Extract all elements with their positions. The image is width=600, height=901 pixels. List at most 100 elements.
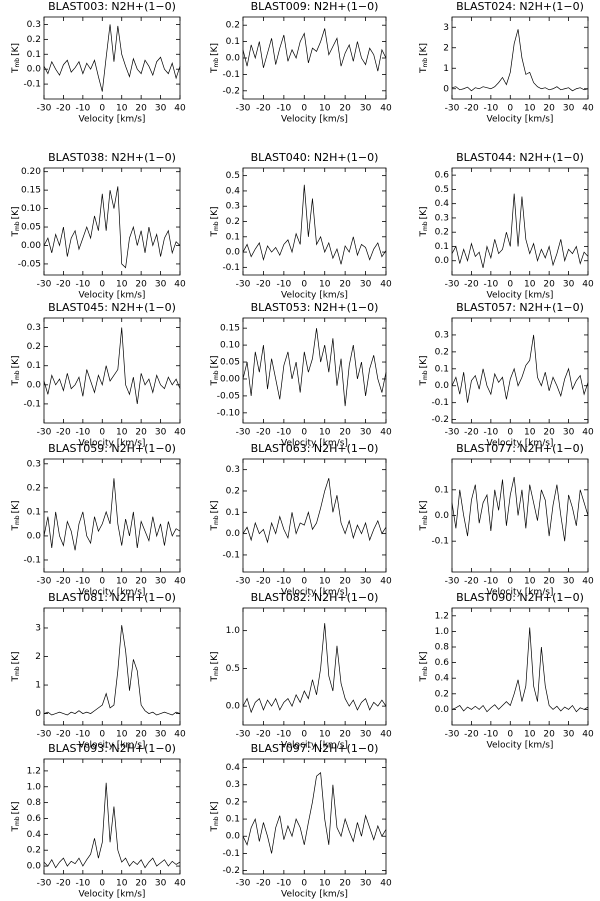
- x-tick-label: -20: [56, 577, 71, 587]
- panel: BLAST044: N2H+(1−0) -30 -20 -10 0 10 20 30 40 0.0…: [419, 151, 594, 301]
- y-tick-label: -0.1: [222, 263, 240, 273]
- x-tick-label: 0: [507, 104, 513, 114]
- x-tick-label: -10: [484, 577, 499, 587]
- x-tick-label: 0: [99, 879, 105, 889]
- x-axis-label: Velocity [km/s]: [79, 291, 146, 301]
- y-tick-label: 0.1: [27, 507, 41, 517]
- y-tick-label: 0.0: [226, 702, 241, 712]
- x-tick-label: -20: [256, 879, 271, 889]
- y-axis-label: Tmb [K]: [11, 206, 21, 237]
- x-tick-label: 30: [360, 428, 372, 438]
- y-label-sub: mb: [422, 515, 429, 525]
- y-axis-label: Tmb [K]: [419, 206, 429, 237]
- panel-title: BLAST057: N2H+(1−0): [456, 301, 584, 314]
- y-tick-label: -0.2: [222, 866, 240, 876]
- y-label-sub: mb: [213, 58, 220, 68]
- y-tick-label: 0.0: [226, 54, 241, 64]
- y-tick-label: -0.1: [23, 80, 41, 90]
- x-tick-label: 20: [543, 280, 555, 290]
- y-label-unit: [K]: [419, 355, 429, 368]
- y-tick-label: 0.0: [27, 65, 42, 75]
- y-label-sub: mb: [213, 515, 220, 525]
- spectrum-line: [43, 327, 181, 404]
- y-axis-label: Tmb [K]: [11, 500, 21, 531]
- y-tick-label: 0.2: [27, 35, 41, 45]
- plot-frame: [242, 607, 387, 726]
- x-tick-label: 0: [301, 879, 307, 889]
- plot-frame: [43, 167, 181, 276]
- y-tick-label: 0.8: [27, 798, 42, 808]
- x-tick-label: -20: [56, 104, 71, 114]
- panel: BLAST045: N2H+(1−0) -30 -20 -10 0 10 20 30 40 -0.…: [11, 301, 186, 449]
- x-tick-label: -30: [37, 280, 52, 290]
- y-label-sub: mb: [213, 221, 220, 231]
- y-tick-label: 0.10: [220, 341, 240, 351]
- y-tick-label: 0.2: [27, 846, 41, 856]
- y-label-unit: [K]: [210, 355, 220, 368]
- y-label-main: T: [210, 380, 220, 387]
- x-axis-label: Velocity [km/s]: [281, 588, 348, 598]
- y-tick-label: 1.0: [226, 626, 241, 636]
- x-tick-label: -30: [236, 104, 251, 114]
- plot-frame: [43, 317, 181, 424]
- plot-frame: [242, 458, 387, 573]
- x-tick-label: -20: [256, 730, 271, 740]
- y-tick-label: 0.00: [220, 374, 240, 384]
- y-axis-label: Tmb [K]: [210, 43, 220, 74]
- y-tick-label: 0.3: [435, 330, 449, 340]
- y-axis-label: Tmb [K]: [210, 355, 220, 386]
- x-tick-label: 10: [116, 730, 128, 740]
- panel: BLAST053: N2H+(1−0) -30 -20 -10 0 10 20 30 40 -0.…: [210, 301, 392, 449]
- x-tick-label: 10: [319, 428, 331, 438]
- y-label-unit: [K]: [419, 651, 429, 664]
- spectrum-line: [242, 478, 387, 544]
- y-tick-label: -0.10: [217, 408, 241, 418]
- panel: BLAST059: N2H+(1−0) -30 -20 -10 0 10 20 30 40 -0.…: [11, 442, 186, 598]
- x-tick-label: 30: [360, 577, 372, 587]
- x-tick-label: 30: [360, 280, 372, 290]
- x-tick-label: -10: [277, 428, 292, 438]
- x-tick-label: 10: [116, 104, 128, 114]
- x-tick-label: -30: [236, 730, 251, 740]
- x-tick-label: -20: [464, 577, 479, 587]
- x-tick-label: 10: [524, 280, 536, 290]
- x-tick-label: 0: [99, 428, 105, 438]
- x-tick-label: 10: [319, 879, 331, 889]
- panel-title: BLAST093: N2H+(1−0): [48, 742, 176, 755]
- y-label-main: T: [419, 67, 429, 74]
- y-tick-label: 1: [35, 681, 41, 691]
- panel-title: BLAST090: N2H+(1−0): [456, 591, 584, 604]
- x-tick-label: -30: [37, 428, 52, 438]
- x-tick-label: 0: [99, 577, 105, 587]
- y-label-main: T: [210, 676, 220, 683]
- y-label-main: T: [210, 826, 220, 833]
- x-axis-label: Velocity [km/s]: [281, 291, 348, 301]
- y-tick-label: 0.3: [27, 459, 41, 469]
- spectrum-line: [43, 186, 181, 269]
- x-tick-label: -20: [464, 280, 479, 290]
- x-tick-label: 0: [507, 577, 513, 587]
- x-tick-label: -30: [445, 577, 460, 587]
- x-tick-label: 10: [116, 879, 128, 889]
- y-label-sub: mb: [14, 58, 21, 68]
- x-tick-label: 40: [174, 879, 186, 889]
- y-tick-label: 0.2: [226, 21, 240, 31]
- x-tick-label: -10: [277, 280, 292, 290]
- x-tick-label: 40: [582, 428, 594, 438]
- y-tick-label: 0.1: [27, 50, 41, 60]
- x-tick-label: -30: [236, 577, 251, 587]
- panel-title: BLAST053: N2H+(1−0): [251, 301, 379, 314]
- spectrum-line: [451, 627, 589, 713]
- x-tick-label: 20: [135, 730, 147, 740]
- y-label-unit: [K]: [210, 500, 220, 513]
- y-tick-label: 0: [443, 84, 449, 94]
- y-tick-label: 0.05: [21, 223, 41, 233]
- x-tick-label: 40: [380, 280, 392, 290]
- y-tick-label: 0.4: [226, 186, 241, 196]
- y-label-main: T: [419, 676, 429, 683]
- y-tick-label: 0.2: [226, 797, 240, 807]
- panel: BLAST093: N2H+(1−0) -30 -20 -10 0 10 20 30 40 0.0…: [11, 742, 186, 900]
- spectrum-line: [242, 184, 387, 265]
- panel: BLAST040: N2H+(1−0) -30 -20 -10 0 10 20 30 40 -0.…: [210, 151, 392, 301]
- y-tick-label: 0.3: [226, 202, 240, 212]
